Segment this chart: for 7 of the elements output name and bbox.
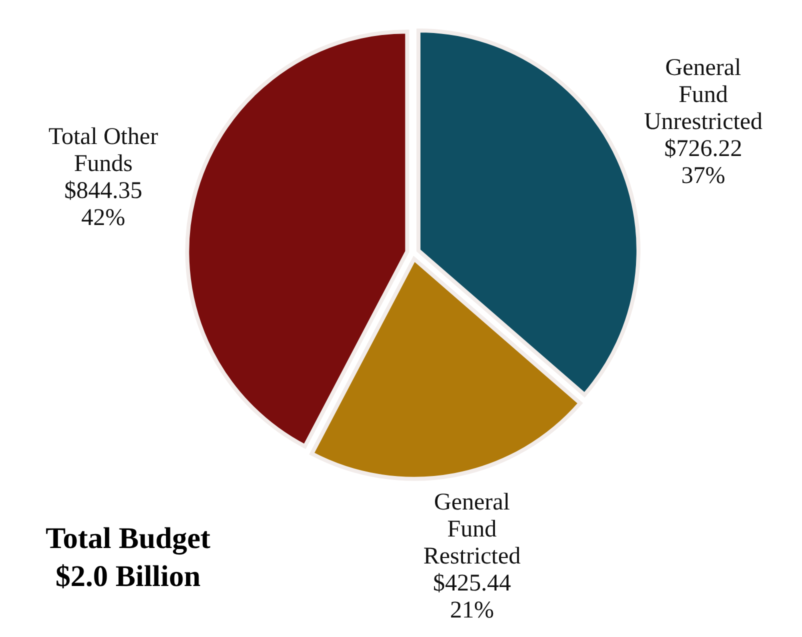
slice-label: General Fund Restricted [423,490,521,570]
data-label: $425.44 21% [432,570,511,624]
slice-label: Total Other Funds [48,124,158,178]
text: Total Budget $2.0 Billion [46,522,210,593]
data-label: $844.35 42% [64,178,142,232]
slice-label: General Fund Unrestricted [644,54,763,135]
data-label: $726.22 37% [664,136,742,189]
